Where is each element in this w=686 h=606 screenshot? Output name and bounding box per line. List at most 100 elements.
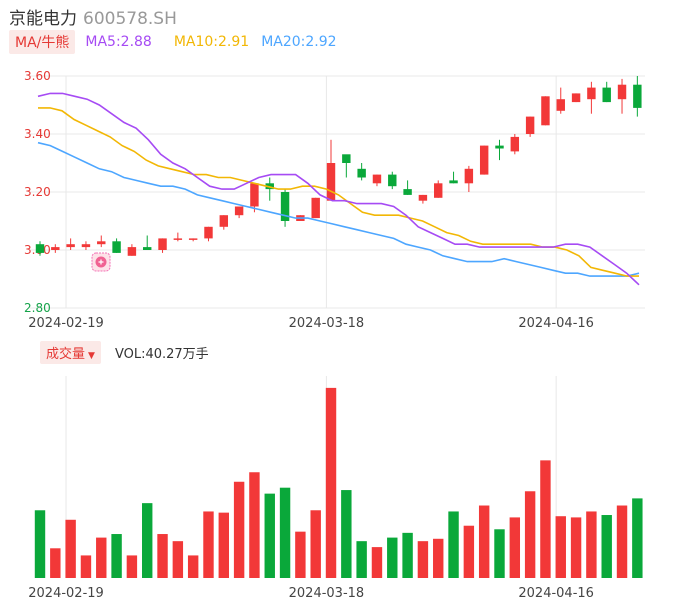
candle [357, 163, 366, 181]
volume-bar [126, 555, 138, 578]
candle [188, 238, 198, 242]
stock-title: 京能电力 600578.SH [9, 4, 177, 29]
candle [35, 241, 45, 256]
stock-name: 京能电力 [9, 9, 77, 29]
y-tick-label: 3.60 [24, 69, 51, 83]
volume-bar [279, 487, 291, 578]
candle [143, 235, 152, 250]
candle [66, 238, 75, 250]
candle [311, 197, 320, 219]
price-x-axis: 2024-02-19 2024-03-18 2024-04-16 [28, 316, 594, 331]
y-tick-label: 2.80 [24, 301, 51, 315]
volume-bar [448, 511, 459, 578]
candle-body [372, 174, 382, 184]
candle-body [326, 163, 336, 201]
candle-body [602, 87, 611, 103]
x-tick-label: 2024-02-19 [28, 316, 104, 331]
ma20-label: MA20:2.92 [261, 34, 337, 50]
volume-bar [494, 529, 505, 578]
candle-body [188, 238, 198, 240]
candle-body [357, 168, 366, 178]
volume-bar [463, 525, 475, 578]
ma-lines [37, 92, 640, 286]
candle-body [66, 244, 75, 248]
candle-body [35, 244, 45, 253]
candle-body [234, 206, 244, 216]
volume-bar [586, 511, 597, 578]
candle [434, 180, 443, 198]
volume-bar [509, 517, 521, 578]
candle-body [342, 154, 351, 163]
volume-bar [218, 512, 230, 578]
candle-body [449, 180, 458, 184]
candle [464, 165, 474, 192]
candle-body [571, 93, 581, 103]
ma20-line [37, 141, 640, 277]
candle-body [403, 189, 412, 195]
volume-bar [570, 517, 582, 578]
volume-bar [50, 548, 61, 578]
ma10-line [38, 107, 639, 277]
volume-bar [111, 534, 122, 578]
volume-value: VOL:40.27万手 [114, 346, 209, 362]
x-tick-label: 2024-04-16 [518, 586, 594, 601]
candle-body [525, 116, 535, 134]
ma5-label: MA5:2.88 [85, 34, 152, 50]
volume-bar [417, 541, 429, 578]
candle [479, 145, 489, 175]
candle [173, 232, 183, 242]
volume-bar [233, 481, 245, 578]
ma-type-selector[interactable]: MA/牛熊 [9, 30, 76, 54]
candle [81, 241, 91, 250]
candle [633, 76, 642, 117]
volume-bar [34, 510, 46, 578]
candle [51, 244, 60, 253]
volume-series [34, 387, 643, 578]
x-tick-label: 2024-02-19 [28, 586, 104, 601]
volume-bar [80, 555, 92, 578]
candle-body [434, 183, 443, 198]
candle-body [464, 168, 474, 184]
candle-body [280, 192, 290, 221]
volume-bar [402, 532, 413, 578]
candle-body [495, 145, 504, 149]
y-tick-label: 3.20 [24, 185, 51, 199]
candle-body [158, 238, 167, 250]
volume-indicator-selector[interactable]: 成交量 ▼ [40, 340, 101, 364]
candle-body [388, 174, 397, 187]
candle [449, 171, 458, 184]
candle [342, 154, 351, 178]
event-marker [91, 252, 111, 272]
candle [556, 87, 565, 114]
candle-body [81, 244, 91, 248]
candle-body [587, 87, 596, 100]
volume-bar [540, 460, 551, 578]
candle [541, 96, 550, 126]
volume-bar [341, 490, 352, 578]
volume-bar [616, 505, 628, 578]
candle-body [633, 84, 642, 108]
candle-body [541, 96, 550, 126]
candle [571, 93, 581, 103]
volume-x-axis: 2024-02-19 2024-03-18 2024-04-16 [28, 586, 594, 601]
volume-legend: 成交量 ▼ VOL:40.27万手 [40, 340, 209, 364]
candle [587, 81, 596, 114]
candle [234, 206, 244, 219]
candle [418, 194, 428, 204]
volume-bar [478, 505, 490, 578]
candle [112, 238, 121, 253]
candle [250, 183, 259, 213]
candle [372, 174, 382, 187]
candle-body [97, 241, 106, 245]
candle [510, 134, 520, 155]
candle [403, 180, 412, 195]
y-tick-label: 3.40 [24, 127, 51, 141]
volume-bar [96, 537, 107, 578]
candle [602, 81, 611, 103]
candle [127, 244, 137, 256]
candle [265, 177, 274, 201]
volume-bar [387, 537, 398, 578]
candle [388, 171, 397, 190]
volume-bar [555, 516, 566, 578]
